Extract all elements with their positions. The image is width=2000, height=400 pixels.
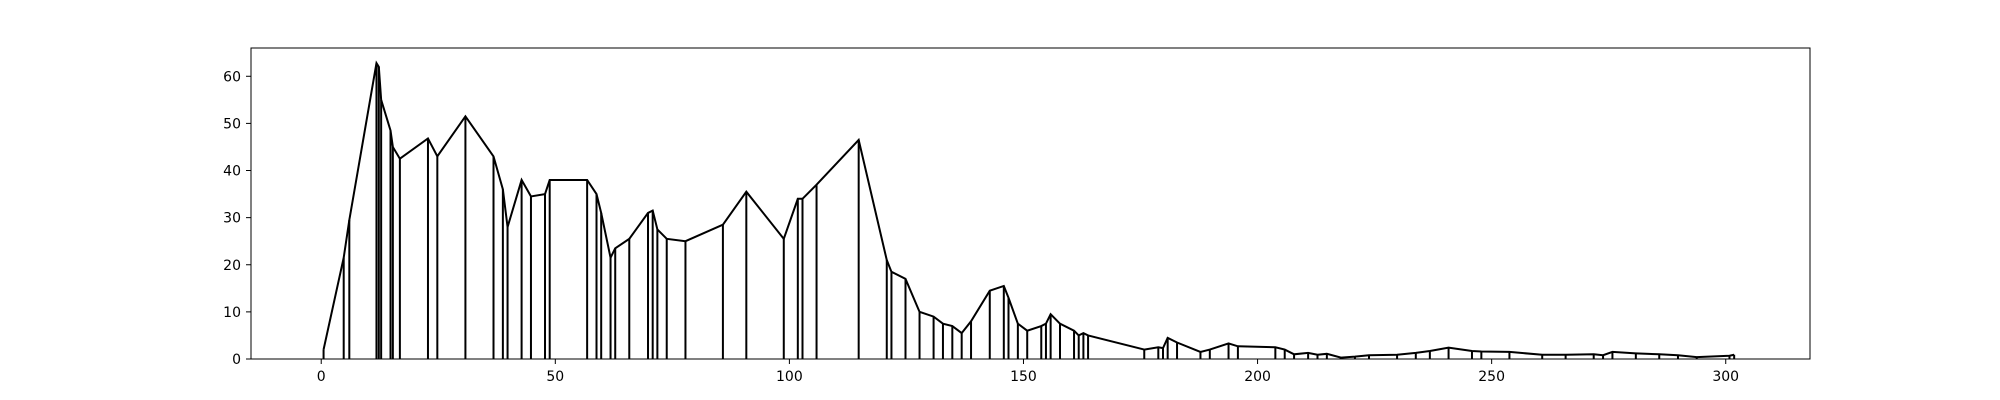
x-tick-label-200: 200 [1244, 369, 1271, 385]
y-tick-label-30: 30 [223, 211, 241, 227]
y-tick-label-0: 0 [232, 352, 241, 368]
plot-frame [250, 47, 1811, 360]
y-tick-label-60: 60 [223, 69, 241, 85]
y-tick-label-20: 20 [223, 258, 241, 274]
x-tick-label-300: 300 [1712, 369, 1739, 385]
x-tick-label-150: 150 [1010, 369, 1037, 385]
x-tick-label-50: 50 [546, 369, 564, 385]
plot-area [251, 48, 1810, 359]
series-line [322, 60, 1735, 359]
y-tick-label-40: 40 [223, 164, 241, 180]
y-tick-label-50: 50 [223, 116, 241, 132]
vertical-lines [322, 63, 1736, 359]
x-axis: 0 50 100 150 200 250 300 [317, 359, 1739, 385]
x-tick-label-0: 0 [317, 369, 326, 385]
y-axis: 0 10 20 30 40 50 60 [223, 69, 251, 368]
y-tick-label-10: 10 [223, 305, 241, 321]
x-tick-label-100: 100 [776, 369, 803, 385]
x-tick-label-250: 250 [1478, 369, 1505, 385]
